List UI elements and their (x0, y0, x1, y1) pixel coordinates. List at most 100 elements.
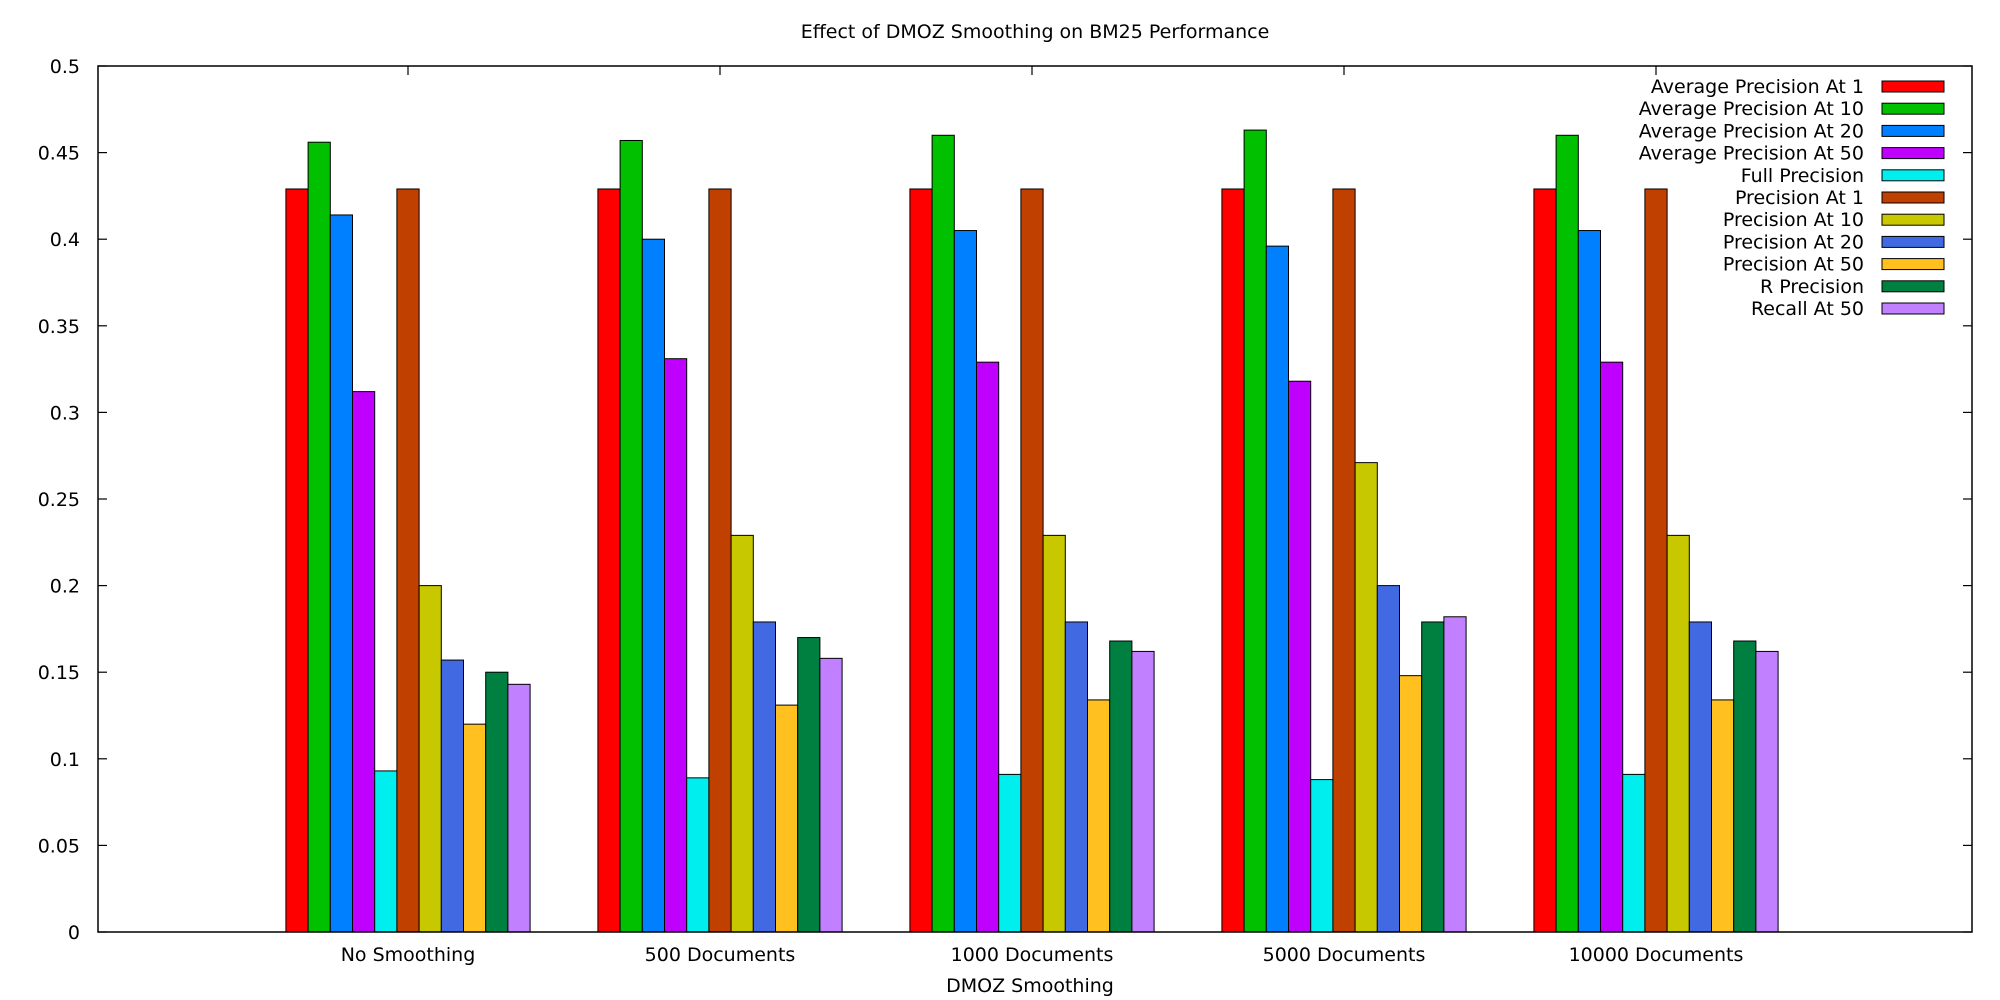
bar (285, 188, 309, 933)
bar (953, 230, 977, 933)
legend-label: Full Precision (1741, 165, 1864, 187)
plot-frame (97, 65, 1973, 933)
bar (507, 683, 531, 933)
y-tick-label: 0.3 (50, 402, 80, 424)
y-tick-label: 0.15 (38, 662, 80, 684)
y-tick-label: 0.4 (50, 229, 80, 251)
bar (976, 361, 1000, 933)
bar (931, 134, 955, 933)
bar (664, 358, 688, 933)
bars (285, 129, 1779, 933)
legend-label: Average Precision At 10 (1639, 98, 1864, 120)
bar (1376, 585, 1401, 933)
legend-label: Precision At 1 (1735, 187, 1864, 209)
legend-swatch (1881, 124, 1945, 137)
bar (396, 188, 420, 933)
bar (1755, 650, 1779, 933)
legend-swatch (1881, 102, 1945, 115)
y-tick-label: 0.1 (50, 749, 80, 771)
legend-swatch (1881, 280, 1945, 293)
chart-title: Effect of DMOZ Smoothing on BM25 Perform… (801, 21, 1270, 43)
bar (1221, 188, 1245, 933)
bar (730, 534, 754, 933)
bar (463, 723, 487, 933)
y-tick-label: 0 (68, 922, 80, 944)
x-tick-label: 500 Documents (645, 944, 796, 966)
bar (307, 141, 331, 933)
legend-label: Precision At 10 (1723, 209, 1864, 231)
bar (1042, 534, 1066, 933)
x-tick-label: 1000 Documents (951, 944, 1114, 966)
x-tick-label: 10000 Documents (1569, 944, 1744, 966)
y-tick-label: 0.2 (50, 576, 80, 598)
legend-swatch (1881, 258, 1945, 271)
legend-swatch (1881, 169, 1945, 182)
x-tick-label: No Smoothing (341, 944, 476, 966)
bar (1555, 134, 1579, 933)
bar (619, 139, 643, 933)
legend-label: Recall At 50 (1751, 298, 1864, 320)
x-axis: No Smoothing 500 Documents 1000 Documents 5… (341, 66, 1744, 966)
bar (1310, 779, 1334, 933)
bar (1622, 773, 1646, 933)
legend-label: Average Precision At 20 (1639, 120, 1864, 142)
bar (1020, 188, 1044, 933)
bar (485, 671, 509, 933)
bar (909, 188, 933, 933)
bar (1600, 361, 1624, 933)
bar (418, 585, 442, 933)
bar (797, 637, 821, 933)
legend-label: R Precision (1760, 276, 1864, 298)
legend-swatch (1881, 235, 1945, 248)
bar (1087, 699, 1111, 933)
bar (440, 659, 464, 933)
bar (1577, 230, 1602, 933)
bar (641, 238, 665, 933)
bar (374, 770, 398, 933)
x-axis-title: DMOZ Smoothing (946, 975, 1114, 997)
legend-swatch (1881, 80, 1945, 93)
x-tick-label: 5000 Documents (1263, 944, 1426, 966)
bar (686, 777, 710, 933)
bar (1443, 616, 1467, 933)
bar (752, 621, 776, 933)
bar (1421, 621, 1445, 933)
bar (352, 391, 376, 933)
legend-label: Precision At 50 (1723, 254, 1864, 276)
bar (597, 188, 621, 933)
bar (1243, 129, 1267, 933)
bar (1533, 188, 1557, 933)
bar (1399, 675, 1423, 933)
bar (329, 214, 353, 933)
bar (1064, 621, 1089, 933)
bar (1131, 650, 1155, 933)
y-tick-label: 0.5 (50, 56, 80, 78)
legend-swatch (1881, 213, 1945, 226)
legend-swatch (1881, 302, 1945, 315)
legend-label: Precision At 20 (1723, 231, 1864, 253)
legend-label: Average Precision At 50 (1639, 143, 1864, 165)
y-axis: 0 0.05 0.1 0.15 0.2 0.25 0.3 0.35 0.4 0.45 0.5 (38, 56, 1972, 944)
bar (1332, 188, 1356, 933)
legend-swatch (1881, 191, 1945, 204)
bar (708, 188, 732, 933)
bar (819, 657, 843, 933)
bar (1265, 245, 1290, 933)
bar (1733, 640, 1757, 933)
y-tick-label: 0.35 (38, 316, 80, 338)
bar (998, 773, 1022, 933)
bar (775, 704, 799, 933)
bar (1644, 188, 1668, 933)
y-tick-label: 0.05 (38, 835, 80, 857)
y-tick-label: 0.25 (38, 489, 80, 511)
bar (1688, 621, 1713, 933)
y-tick-label: 0.45 (38, 143, 80, 165)
legend-label: Average Precision At 1 (1651, 76, 1864, 98)
bar (1666, 534, 1690, 933)
bar (1354, 462, 1378, 933)
bar (1109, 640, 1133, 933)
bar (1288, 380, 1312, 933)
bar (1711, 699, 1735, 933)
